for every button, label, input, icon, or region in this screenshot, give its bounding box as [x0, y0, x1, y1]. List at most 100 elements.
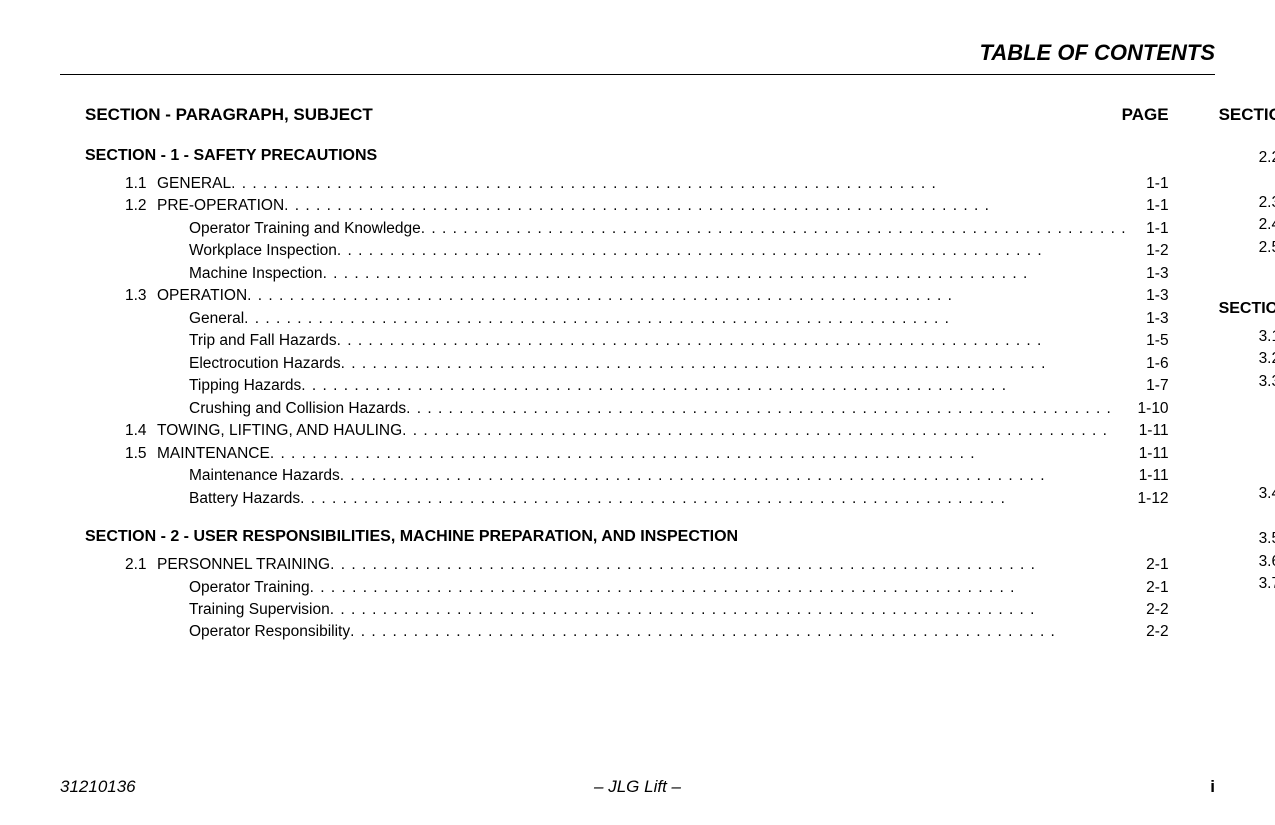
entry-number: 2.1	[125, 554, 157, 576]
entry-dots	[231, 173, 1126, 195]
entry-number: 3.5	[1259, 528, 1275, 550]
toc-entry: 3.4PLATFORM LOADING3-2	[1219, 483, 1275, 505]
entry-number: 3.1	[1259, 326, 1275, 348]
entry-page: 1-1	[1127, 195, 1169, 217]
entry-number: 1.5	[125, 443, 157, 465]
entry-number: 3.4	[1259, 483, 1275, 505]
entry-label: TOWING, LIFTING, AND HAULING	[157, 420, 402, 442]
left-column-header: SECTION - PARAGRAPH, SUBJECT PAGE	[85, 105, 1169, 125]
toc-entry: 3.7GROUND CONTROL STATION3-6	[1219, 573, 1275, 595]
toc-entry: Battery Hazards 1-12	[85, 488, 1169, 510]
toc-entry: 1.1GENERAL1-1	[85, 173, 1169, 195]
entry-dots	[350, 621, 1126, 643]
entry-label: Training Supervision	[189, 599, 330, 621]
entry-label: GENERAL	[157, 173, 231, 195]
toc-entry: 3.5MACHINE CONTROL LOCATIONS3-5	[1219, 528, 1275, 550]
entry-dots	[421, 218, 1127, 240]
entry-page: 1-2	[1127, 240, 1169, 262]
entry-label: Electrocution Hazards	[189, 353, 341, 375]
toc-entry: Flow Control Valve3-10	[1219, 618, 1275, 640]
entry-number: 2.3	[1259, 192, 1275, 214]
section-title: SECTION - 1 - SAFETY PRECAUTIONS	[85, 147, 1169, 165]
section-title: SECTION - 3 - MACHINE CONTROLS, INDICATO…	[1219, 300, 1275, 318]
entry-number: 1.3	[125, 285, 157, 307]
entry-page: 1-6	[1127, 353, 1169, 375]
entry-label: Crushing and Collision Hazards	[189, 398, 406, 420]
entry-dots	[310, 577, 1127, 599]
entry-page: 1-12	[1127, 488, 1169, 510]
entry-page: 1-3	[1127, 285, 1169, 307]
entry-label: PERSONNEL TRAINING	[157, 554, 330, 576]
entry-number: 1.2	[125, 195, 157, 217]
entry-dots	[270, 443, 1127, 465]
toc-entry: Overload Sensor Check (If Equipped)2-9	[1219, 259, 1275, 281]
entry-number: 3.6	[1259, 551, 1275, 573]
section-title: SECTION - 2 - USER RESPONSIBILITIES, MAC…	[85, 528, 1169, 546]
right-column-header: SECTION - PARAGRAPH, SUBJECT PAGE	[1219, 105, 1275, 125]
toc-entry: Platform Manual Descent Valves3-10	[1219, 595, 1275, 617]
toc-entry: Operator Responsibility 2-2	[85, 621, 1169, 643]
left-column-body: SECTION - 1 - SAFETY PRECAUTIONS 1.1GENER…	[85, 147, 1169, 644]
toc-entry: MAINTENANCE2-2	[1219, 169, 1275, 191]
right-column-body: 2.2PREPARATION, INSPECTION, ANDMAINTENAN…	[1219, 147, 1275, 663]
toc-entry: Operator Training and Knowledge1-1	[85, 218, 1169, 240]
toc-entry: Electrocution Hazards 1-6	[85, 353, 1169, 375]
entry-dots	[402, 420, 1126, 442]
toc-entry: General3-2	[1219, 416, 1275, 438]
toc-columns: SECTION - PARAGRAPH, SUBJECT PAGE SECTIO…	[60, 105, 1215, 745]
toc-entry: 3.6CONTROLS AND INDICATORS3-6	[1219, 551, 1275, 573]
toc-entry: 1.4TOWING, LIFTING, AND HAULING1-11	[85, 420, 1169, 442]
toc-entry: 2.5FUNCTION CHECK2-7	[1219, 237, 1275, 259]
entry-dots	[284, 195, 1126, 217]
entry-page: 1-11	[1127, 465, 1169, 487]
entry-dots	[323, 263, 1127, 285]
entry-number: 1.1	[125, 173, 157, 195]
toc-entry: Tipping Hazards 1-7	[85, 375, 1169, 397]
toc-entry: Crushing and Collision Hazards 1-10	[85, 398, 1169, 420]
toc-entry: Training Supervision 2-2	[85, 599, 1169, 621]
toc-entry: 3.1GENERAL3-1	[1219, 326, 1275, 348]
entry-page: 2-2	[1127, 621, 1169, 643]
entry-label: Workplace Inspection	[189, 240, 337, 262]
entry-label: Operator Responsibility	[189, 621, 350, 643]
right-column: SECTION - PARAGRAPH, SUBJECT PAGE 2.2PRE…	[1194, 105, 1275, 745]
entry-dots	[406, 398, 1126, 420]
entry-number: 2.5	[1259, 237, 1275, 259]
entry-label: Battery Hazards	[189, 488, 300, 510]
entry-number: 3.7	[1259, 573, 1275, 595]
entry-dots	[244, 308, 1126, 330]
entry-page: 1-7	[1127, 375, 1169, 397]
entry-number: 2.4	[1259, 214, 1275, 236]
col-header-left: SECTION - PARAGRAPH, SUBJECT	[85, 105, 373, 125]
toc-entry: Operator Training2-1	[85, 577, 1169, 599]
entry-dots	[330, 599, 1127, 621]
entry-page: 1-5	[1127, 330, 1169, 352]
entry-label: PRE-OPERATION	[157, 195, 284, 217]
entry-number: 1.4	[125, 420, 157, 442]
col-header-right: PAGE	[1122, 105, 1169, 125]
entry-number: 3.2	[1259, 348, 1275, 370]
footer-right: i	[1210, 777, 1215, 797]
toc-entry: 1.5MAINTENANCE1-11	[85, 443, 1169, 465]
toc-entry: 2.1PERSONNEL TRAINING2-1	[85, 554, 1169, 576]
entry-label: Tipping Hazards	[189, 375, 301, 397]
toc-entry: 1.2PRE-OPERATION 1-1	[85, 195, 1169, 217]
entry-page: 2-1	[1127, 577, 1169, 599]
page-header: TABLE OF CONTENTS	[60, 40, 1215, 75]
toc-entry: 3.3OPERATING CHARACTERISTICS AND	[1219, 371, 1275, 393]
entry-page: 1-1	[1127, 218, 1169, 240]
entry-dots	[341, 353, 1127, 375]
entry-number: 3.3	[1259, 371, 1275, 393]
toc-entry: 2.3PRE-START INSPECTION2-4	[1219, 192, 1275, 214]
toc-entry: Stability3-3	[1219, 506, 1275, 528]
toc-entry: General1-3	[85, 308, 1169, 330]
entry-dots	[300, 488, 1126, 510]
entry-page: 1-10	[1127, 398, 1169, 420]
toc-entry: Workplace Inspection 1-2	[85, 240, 1169, 262]
entry-label: Maintenance Hazards	[189, 465, 340, 487]
entry-page: 2-2	[1127, 599, 1169, 621]
page-footer: 31210136 – JLG Lift – i	[60, 777, 1215, 797]
toc-entry: Machine Inspection1-3	[85, 263, 1169, 285]
entry-label: General	[189, 308, 244, 330]
toc-entry: Trip and Fall Hazards1-5	[85, 330, 1169, 352]
